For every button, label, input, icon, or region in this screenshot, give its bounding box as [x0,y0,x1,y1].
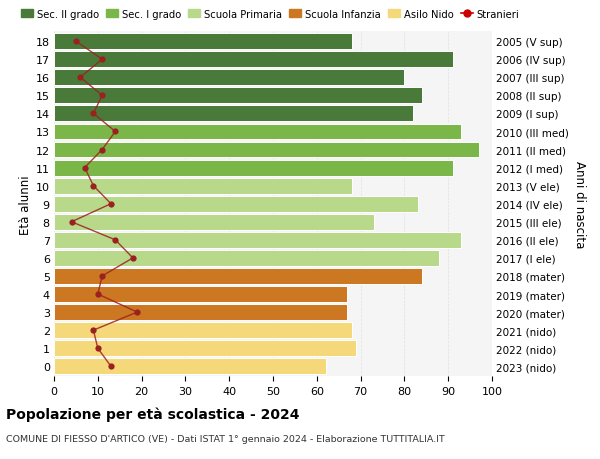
Bar [54,286,347,302]
Bar [54,196,418,212]
Bar [54,251,439,266]
Bar [54,214,374,230]
Bar [54,232,461,248]
Bar [54,304,347,320]
Text: Popolazione per età scolastica - 2024: Popolazione per età scolastica - 2024 [6,406,299,421]
Bar [54,106,413,122]
Bar [54,269,422,284]
Bar [54,34,352,50]
Bar [54,358,326,375]
Bar [54,52,452,68]
Bar [54,124,461,140]
Y-axis label: Anni di nascita: Anni di nascita [573,161,586,248]
Bar [54,88,422,104]
Bar [54,142,479,158]
Bar [54,160,452,176]
Bar [54,323,352,338]
Text: COMUNE DI FIESSO D'ARTICO (VE) - Dati ISTAT 1° gennaio 2024 - Elaborazione TUTTI: COMUNE DI FIESSO D'ARTICO (VE) - Dati IS… [6,434,445,443]
Legend: Sec. II grado, Sec. I grado, Scuola Primaria, Scuola Infanzia, Asilo Nido, Stran: Sec. II grado, Sec. I grado, Scuola Prim… [20,10,520,20]
Bar [54,341,356,356]
Y-axis label: Età alunni: Età alunni [19,174,32,234]
Bar [54,70,404,86]
Bar [54,178,352,194]
